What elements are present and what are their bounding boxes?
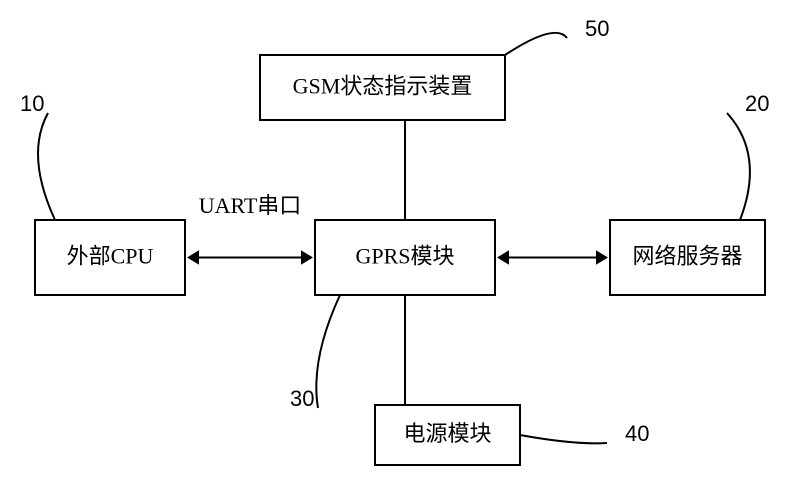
power-node: 电源模块	[375, 405, 520, 465]
gprs-leader	[316, 295, 340, 408]
cpu-node: 外部CPU	[35, 220, 185, 295]
power-label: 电源模块	[403, 421, 491, 446]
gsm-label: GSM状态指示装置	[293, 74, 473, 99]
cpu-leader	[38, 113, 55, 220]
cpu-refnum: 10	[20, 91, 44, 116]
server-refnum: 20	[745, 91, 769, 116]
gsm-node: GSM状态指示装置	[260, 55, 505, 120]
gprs-refnum: 30	[290, 386, 314, 411]
server-leader	[727, 113, 750, 220]
power-leader	[520, 435, 607, 443]
edge-label: UART串口	[199, 193, 302, 218]
server-node: 网络服务器	[610, 220, 765, 295]
gsm-refnum: 50	[585, 16, 609, 41]
gprs-node: GPRS模块	[315, 220, 495, 295]
gprs-label: GPRS模块	[355, 244, 454, 269]
gsm-leader	[505, 33, 567, 55]
server-label: 网络服务器	[632, 244, 742, 269]
power-refnum: 40	[625, 421, 649, 446]
cpu-label: 外部CPU	[67, 244, 154, 269]
